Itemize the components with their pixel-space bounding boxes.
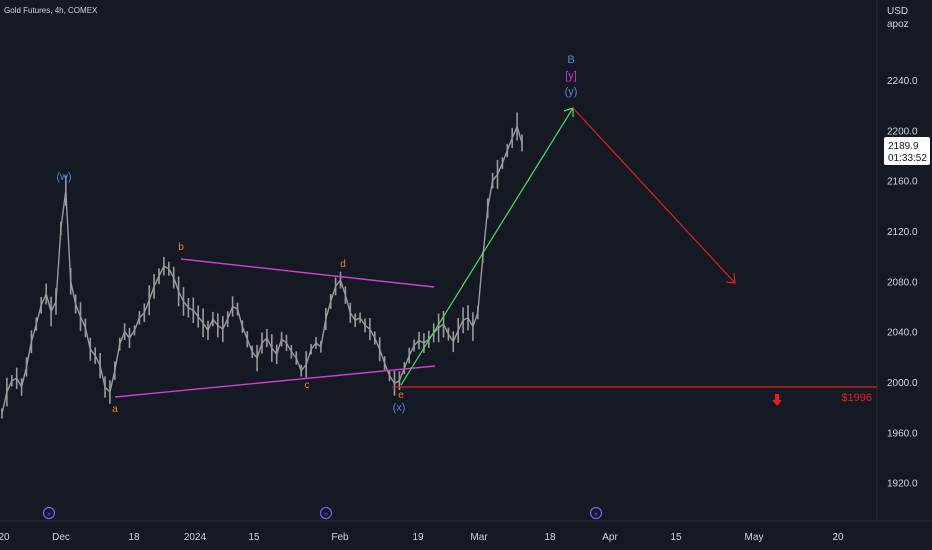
time-tick-label: Apr bbox=[602, 532, 618, 543]
wave-label-d: d bbox=[340, 259, 346, 270]
price-tick-label: 2120.0 bbox=[887, 227, 918, 238]
time-tick-label: Dec bbox=[52, 532, 70, 543]
time-tick-label: Feb bbox=[331, 532, 349, 543]
time-tick-label: 2024 bbox=[184, 532, 207, 543]
time-tick-label: 19 bbox=[412, 532, 424, 543]
wave-label-b: b bbox=[178, 242, 184, 253]
event-icon[interactable]: » bbox=[319, 506, 333, 520]
triangle-upper-line bbox=[180, 258, 435, 288]
time-tick-label: 18 bbox=[128, 532, 140, 543]
time-tick-label: 15 bbox=[670, 532, 682, 543]
unit-label: apoz bbox=[887, 19, 909, 30]
svg-text:»: » bbox=[594, 511, 598, 518]
wave-label-c: c bbox=[305, 380, 310, 391]
price-tick-label: 2160.0 bbox=[887, 177, 918, 188]
triangle-lower-line bbox=[114, 365, 436, 398]
price-tick-label: 1960.0 bbox=[887, 428, 918, 439]
price-tick-label: 2240.0 bbox=[887, 76, 918, 87]
symbol-title: Gold Futures, 4h, COMEX bbox=[4, 6, 98, 15]
wave-label-a: a bbox=[112, 404, 118, 415]
svg-text:»: » bbox=[324, 511, 328, 518]
time-tick-label: 20 bbox=[0, 532, 10, 543]
price-tick-label: 1920.0 bbox=[887, 479, 918, 490]
last-price: 2189.9 bbox=[888, 141, 919, 152]
target-price-label: $1996 bbox=[841, 392, 872, 404]
svg-text:»: » bbox=[47, 511, 51, 518]
price-tick-label: 2000.0 bbox=[887, 378, 918, 389]
time-tick-label: 20 bbox=[832, 532, 844, 543]
time-tick-label: 15 bbox=[248, 532, 260, 543]
time-tick-label: May bbox=[745, 532, 764, 543]
price-tick-label: 2200.0 bbox=[887, 126, 918, 137]
event-icon[interactable]: » bbox=[42, 506, 56, 520]
wave-label-x: (x) bbox=[393, 402, 406, 414]
last-price-badge bbox=[884, 137, 930, 165]
wave-label-y-bracket: [y] bbox=[565, 70, 577, 82]
time-tick-label: 18 bbox=[544, 532, 556, 543]
event-icon[interactable]: » bbox=[589, 506, 603, 520]
time-tick-label: Mar bbox=[470, 532, 488, 543]
wave-label-e: e bbox=[398, 390, 404, 401]
time-axis[interactable]: 20 Dec 18 2024 15 Feb 19 Mar 18 Apr 15 May 20 bbox=[0, 520, 932, 543]
wave-label-w: (w) bbox=[56, 171, 71, 183]
down-projection-arrow bbox=[572, 107, 736, 284]
price-series bbox=[1, 112, 523, 419]
price-tick-label: 2080.0 bbox=[887, 277, 918, 288]
currency-label: USD bbox=[887, 6, 908, 17]
price-tick-label: 2040.0 bbox=[887, 328, 918, 339]
target-down-icon bbox=[772, 394, 782, 406]
price-axis[interactable]: USD apoz 2240.0 2200.0 2160.0 2120.0 2080.0 2… bbox=[876, 0, 930, 521]
countdown: 01:33:52 bbox=[888, 153, 927, 164]
wave-label-B: B bbox=[567, 54, 574, 66]
wave-label-y-paren: (y) bbox=[565, 86, 578, 98]
